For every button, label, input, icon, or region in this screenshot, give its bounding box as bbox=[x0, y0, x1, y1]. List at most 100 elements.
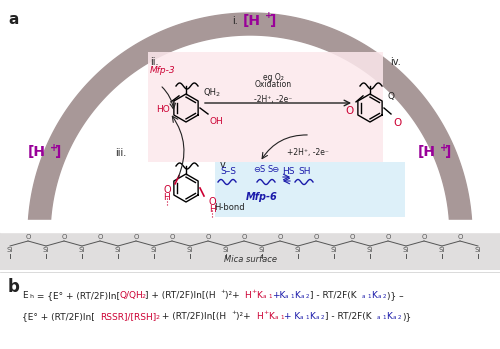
Text: 1: 1 bbox=[290, 294, 294, 299]
Text: 2: 2 bbox=[383, 294, 386, 299]
Polygon shape bbox=[28, 13, 472, 235]
Text: O: O bbox=[345, 106, 353, 116]
Text: K: K bbox=[309, 312, 315, 321]
Text: ] - RT/2F(K: ] - RT/2F(K bbox=[310, 291, 356, 300]
Text: a: a bbox=[285, 294, 288, 299]
Text: O: O bbox=[206, 234, 210, 240]
Text: a: a bbox=[8, 12, 18, 27]
Text: O: O bbox=[422, 234, 426, 240]
Text: O: O bbox=[394, 118, 402, 128]
Text: a: a bbox=[300, 315, 304, 320]
Text: )²+: )²+ bbox=[225, 291, 242, 300]
Text: )}: )} bbox=[402, 312, 411, 321]
Text: a: a bbox=[378, 294, 382, 299]
Text: Si: Si bbox=[43, 247, 49, 253]
Bar bbox=[148, 52, 383, 162]
Text: ] + (RT/2F)ln[(H: ] + (RT/2F)ln[(H bbox=[145, 291, 216, 300]
Text: [H: [H bbox=[28, 145, 46, 159]
Text: + (RT/2F)ln[(H: + (RT/2F)ln[(H bbox=[159, 312, 226, 321]
Text: Si: Si bbox=[151, 247, 157, 253]
Text: Si: Si bbox=[79, 247, 85, 253]
Text: {E° + (RT/2F)ln[: {E° + (RT/2F)ln[ bbox=[22, 312, 95, 321]
Text: O: O bbox=[458, 234, 462, 240]
Text: iv.: iv. bbox=[390, 57, 401, 67]
Text: HS: HS bbox=[282, 167, 295, 176]
Text: O: O bbox=[350, 234, 354, 240]
Text: ]: ] bbox=[55, 145, 62, 159]
Text: a: a bbox=[275, 315, 278, 320]
Text: E: E bbox=[22, 291, 28, 300]
Text: H: H bbox=[244, 291, 251, 300]
Text: K: K bbox=[294, 291, 300, 300]
Bar bbox=[215, 162, 405, 217]
Text: 2: 2 bbox=[141, 294, 145, 299]
Text: S⊖: S⊖ bbox=[268, 165, 280, 174]
Polygon shape bbox=[0, 220, 500, 232]
Text: +K: +K bbox=[272, 291, 285, 300]
Text: O: O bbox=[62, 234, 66, 240]
Text: ⊖S: ⊖S bbox=[253, 165, 265, 174]
Text: 2: 2 bbox=[306, 294, 310, 299]
Text: O: O bbox=[98, 234, 102, 240]
Text: a: a bbox=[362, 294, 366, 299]
Text: 2: 2 bbox=[216, 92, 220, 97]
Text: O: O bbox=[134, 234, 138, 240]
Text: a: a bbox=[316, 315, 320, 320]
Text: Oxidation: Oxidation bbox=[254, 80, 292, 89]
Text: 2: 2 bbox=[155, 315, 159, 320]
Text: +: + bbox=[220, 289, 225, 294]
Text: Q/QH: Q/QH bbox=[119, 291, 143, 300]
Text: Si: Si bbox=[187, 247, 193, 253]
Text: O: O bbox=[386, 234, 390, 240]
Text: RSSR]/[RSH]: RSSR]/[RSH] bbox=[100, 312, 156, 321]
Text: S–S: S–S bbox=[220, 167, 236, 176]
Text: O: O bbox=[170, 234, 174, 240]
Text: b: b bbox=[8, 278, 20, 296]
Text: +: + bbox=[265, 11, 272, 20]
Text: H: H bbox=[256, 312, 263, 321]
Text: K: K bbox=[386, 312, 392, 321]
Text: = {E° + (RT/2F)ln[: = {E° + (RT/2F)ln[ bbox=[34, 291, 120, 300]
Text: Si: Si bbox=[403, 247, 409, 253]
Text: )} –: )} – bbox=[387, 291, 404, 300]
Text: Si: Si bbox=[223, 247, 229, 253]
Text: O: O bbox=[208, 197, 216, 207]
Text: Si: Si bbox=[115, 247, 121, 253]
Text: Q: Q bbox=[387, 91, 394, 101]
Text: 2: 2 bbox=[398, 315, 402, 320]
Text: + K: + K bbox=[284, 312, 300, 321]
Text: v.: v. bbox=[220, 160, 228, 170]
Text: 1: 1 bbox=[268, 294, 272, 299]
Text: Si: Si bbox=[7, 247, 13, 253]
Text: O: O bbox=[278, 234, 282, 240]
Text: h: h bbox=[29, 294, 33, 299]
Text: O: O bbox=[242, 234, 246, 240]
Text: K: K bbox=[371, 291, 377, 300]
Text: a: a bbox=[393, 315, 396, 320]
Text: Si: Si bbox=[367, 247, 373, 253]
Text: O: O bbox=[163, 185, 171, 195]
Text: O: O bbox=[314, 234, 318, 240]
Text: eg O₂: eg O₂ bbox=[262, 73, 283, 82]
Text: +2H⁺, -2e⁻: +2H⁺, -2e⁻ bbox=[287, 148, 329, 157]
Text: +: + bbox=[251, 289, 256, 294]
Text: QH: QH bbox=[204, 88, 217, 97]
Text: 1: 1 bbox=[367, 294, 370, 299]
Text: O: O bbox=[26, 234, 30, 240]
Text: +: + bbox=[440, 143, 448, 153]
Text: Si: Si bbox=[331, 247, 337, 253]
Text: [H: [H bbox=[243, 14, 261, 28]
Text: Mica surface: Mica surface bbox=[224, 255, 276, 265]
Text: a: a bbox=[263, 294, 266, 299]
Text: ]: ] bbox=[445, 145, 452, 159]
Text: OH: OH bbox=[209, 117, 223, 126]
Text: Mfp-6: Mfp-6 bbox=[246, 192, 278, 202]
Text: H-bond: H-bond bbox=[214, 203, 244, 213]
Text: +: + bbox=[263, 310, 268, 315]
Text: Si: Si bbox=[259, 247, 265, 253]
Bar bbox=[0, 232, 500, 270]
Text: Si: Si bbox=[295, 247, 301, 253]
Text: Mfp-3: Mfp-3 bbox=[150, 66, 176, 75]
Text: a: a bbox=[301, 294, 304, 299]
Text: i.: i. bbox=[232, 16, 238, 26]
